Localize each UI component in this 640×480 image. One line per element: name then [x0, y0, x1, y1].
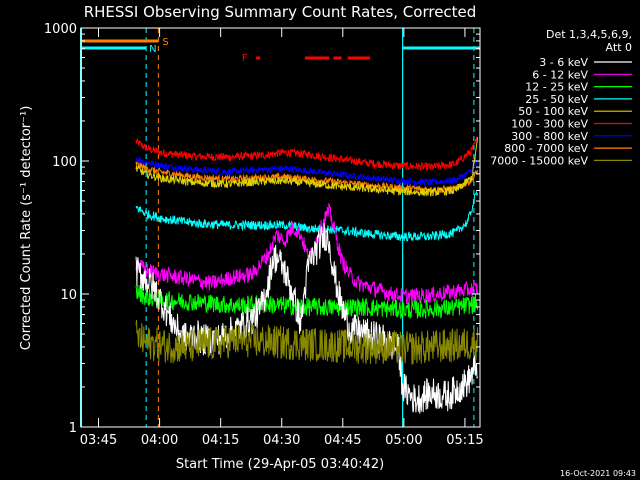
- series-line-1: [135, 157, 478, 187]
- legend-header-attenuator: Att 0: [606, 41, 632, 54]
- x-axis-label: Start Time (29-Apr-05 03:40:42): [176, 457, 384, 472]
- x-tick-label: 04:30: [263, 433, 300, 448]
- legend-label: 12 - 25 keV: [525, 81, 588, 94]
- y-tick-label: 10: [60, 288, 77, 303]
- series-line-0: [135, 136, 478, 172]
- series-line-3: [135, 137, 478, 198]
- legend-header-detectors: Det 1,3,4,5,6,9,: [546, 28, 632, 41]
- x-tick-label: 04:45: [324, 433, 361, 448]
- footer-date: 16-Oct-2021 09:43: [560, 469, 636, 478]
- legend-label: 6 - 12 keV: [532, 68, 588, 81]
- legend-label: 7000 - 15000 keV: [490, 154, 588, 167]
- series-line-5: [135, 202, 478, 305]
- legend-label: 100 - 300 keV: [511, 118, 588, 131]
- x-tick-label: 03:45: [80, 433, 117, 448]
- x-tick-label: 05:00: [385, 433, 422, 448]
- series-line-4: [135, 190, 478, 242]
- y-tick-label: 1000: [44, 22, 77, 37]
- legend-label: 50 - 100 keV: [518, 105, 588, 118]
- chart-title: RHESSI Observing Summary Count Rates, Co…: [84, 3, 477, 21]
- plot-frame: [80, 27, 481, 428]
- legend-label: 300 - 800 keV: [511, 130, 588, 143]
- series-line-8: [135, 319, 478, 365]
- saa-marker-label: S: [162, 37, 168, 48]
- legend-label: 3 - 6 keV: [539, 56, 588, 69]
- x-tick-label: 04:00: [141, 433, 178, 448]
- x-tick-label: 04:15: [202, 433, 239, 448]
- series-line-7: [135, 223, 478, 414]
- y-tick-label: 100: [52, 155, 77, 170]
- night-marker-label: N: [149, 44, 156, 55]
- y-axis-label: Corrected Count Rate (s⁻¹ detector⁻¹): [19, 106, 34, 351]
- series-line-6: [135, 284, 478, 319]
- y-tick-label: 1: [69, 421, 77, 436]
- legend-label: 800 - 7000 keV: [504, 142, 588, 155]
- x-tick-label: 05:15: [446, 433, 483, 448]
- flare-marker-label: F: [242, 53, 248, 64]
- legend-label: 25 - 50 keV: [525, 93, 588, 106]
